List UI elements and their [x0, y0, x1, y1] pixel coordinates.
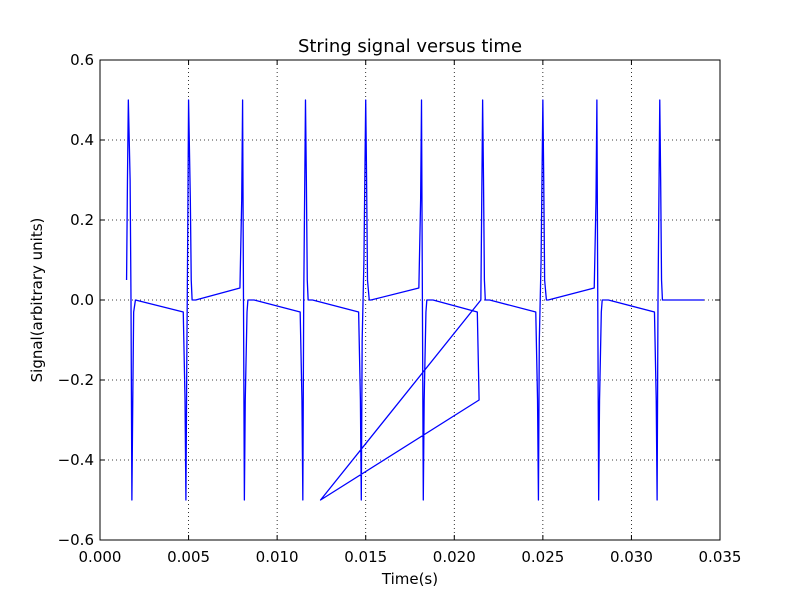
x-tick-label: 0.000 [79, 548, 122, 566]
x-tick-label: 0.010 [256, 548, 299, 566]
axis-ticks: 0.000 0.005 0.010 0.015 0.020 0.025 0.030 0.035… [58, 51, 742, 566]
x-tick-label: 0.025 [521, 548, 564, 566]
x-tick-label: 0.020 [433, 548, 476, 566]
chart-title: String signal versus time [298, 36, 522, 57]
plot-frame [99, 59, 721, 541]
y-tick-label: 0.0 [70, 291, 94, 309]
y-tick-label: 0.2 [70, 211, 94, 229]
x-tick-label: 0.030 [610, 548, 653, 566]
y-tick-label: −0.2 [58, 371, 94, 389]
y-tick-label: −0.6 [58, 531, 94, 549]
plot-area [125, 99, 705, 501]
y-tick-label: 0.6 [70, 51, 94, 69]
series-line [125, 99, 705, 501]
y-tick-label: −0.4 [58, 451, 94, 469]
x-tick-label: 0.015 [344, 548, 387, 566]
y-axis-label: Signal(arbitrary units) [28, 218, 46, 383]
y-tick-label: 0.4 [70, 131, 94, 149]
x-axis-label: Time(s) [381, 570, 438, 588]
x-tick-label: 0.035 [699, 548, 742, 566]
x-tick-label: 0.005 [167, 548, 210, 566]
